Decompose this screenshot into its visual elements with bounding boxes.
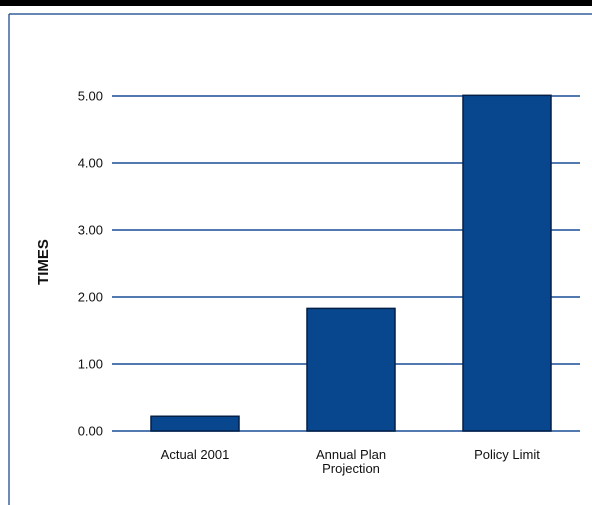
y-tick-label: 5.00 (78, 89, 103, 104)
bars (150, 94, 552, 432)
y-tick-labels: 0.00 1.00 2.00 3.00 4.00 5.00 (78, 89, 103, 439)
y-tick-label: 0.00 (78, 424, 103, 439)
y-axis-title: TIMES (35, 239, 52, 285)
x-category-label: Projection (322, 461, 380, 476)
x-category-label: Policy Limit (474, 447, 540, 462)
y-tick-label: 3.00 (78, 223, 103, 238)
bar (462, 94, 552, 432)
y-tick-label: 2.00 (78, 290, 103, 305)
y-tick-label: 1.00 (78, 357, 103, 372)
x-category-label: Annual Plan (316, 447, 386, 462)
bar (150, 415, 240, 432)
bar (306, 307, 396, 432)
top-cropped-strip (0, 0, 592, 6)
y-tick-label: 4.00 (78, 156, 103, 171)
x-category-label: Actual 2001 (161, 447, 230, 462)
